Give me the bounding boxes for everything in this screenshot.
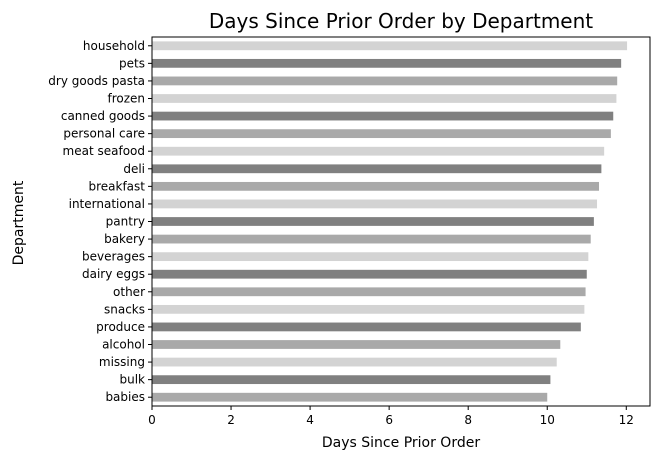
bar-missing bbox=[152, 357, 557, 367]
y-tick-label: snacks bbox=[104, 302, 145, 316]
bar-bakery bbox=[152, 234, 591, 244]
y-tick-label: beverages bbox=[82, 250, 145, 264]
bar-frozen bbox=[152, 94, 617, 103]
bar-personal-care bbox=[152, 129, 611, 139]
y-tick-label: dairy eggs bbox=[82, 267, 145, 281]
x-axis-ticks: 0 2 4 6 8 10 12 bbox=[148, 406, 634, 427]
bar-international bbox=[152, 199, 598, 209]
bar-babies bbox=[152, 392, 548, 402]
bar-produce bbox=[152, 322, 581, 332]
x-axis-title: Days Since Prior Order bbox=[322, 435, 480, 451]
bar-deli bbox=[152, 164, 602, 174]
y-tick-label: personal care bbox=[63, 127, 145, 141]
y-tick-label: household bbox=[83, 39, 145, 53]
x-tick-label: 8 bbox=[464, 413, 472, 427]
y-tick-label: frozen bbox=[107, 92, 145, 106]
y-tick-label: bulk bbox=[119, 373, 145, 387]
bar-dry-goods-pasta bbox=[152, 76, 618, 86]
plot-frame bbox=[151, 36, 651, 407]
bar-breakfast bbox=[152, 181, 600, 191]
bar-household bbox=[152, 41, 628, 51]
y-axis-ticks: household pets dry goods pasta frozen canned… bbox=[48, 39, 152, 404]
bar-dairy-eggs bbox=[152, 269, 587, 279]
x-tick-label: 0 bbox=[148, 413, 156, 427]
x-tick-label: 6 bbox=[385, 413, 393, 427]
bar-canned-goods bbox=[152, 111, 614, 121]
bar-beverages bbox=[152, 252, 589, 262]
x-tick-label: 12 bbox=[619, 413, 634, 427]
bar-bulk bbox=[152, 375, 551, 385]
x-tick-label: 2 bbox=[227, 413, 235, 427]
y-tick-label: pantry bbox=[106, 215, 145, 229]
y-tick-label: meat seafood bbox=[63, 144, 145, 158]
bar-meat-seafood bbox=[152, 146, 605, 156]
bar-snacks bbox=[152, 304, 585, 314]
bars-group bbox=[152, 41, 628, 402]
y-tick-label: other bbox=[113, 285, 145, 299]
y-tick-label: babies bbox=[105, 390, 145, 404]
y-tick-label: breakfast bbox=[88, 179, 145, 193]
y-tick-label: missing bbox=[99, 355, 145, 369]
bar-other bbox=[152, 287, 586, 297]
x-tick-label: 10 bbox=[540, 413, 555, 427]
y-axis-title: Department bbox=[11, 180, 27, 265]
y-tick-label: alcohol bbox=[102, 338, 145, 352]
y-tick-label: pets bbox=[119, 56, 145, 70]
y-tick-label: deli bbox=[123, 162, 145, 176]
bar-alcohol bbox=[152, 340, 561, 349]
y-tick-label: produce bbox=[96, 320, 145, 334]
y-tick-label: canned goods bbox=[61, 109, 145, 123]
y-tick-label: dry goods pasta bbox=[48, 74, 145, 88]
bar-pets bbox=[152, 58, 622, 68]
y-tick-label: bakery bbox=[104, 232, 145, 246]
x-tick-label: 4 bbox=[306, 413, 314, 427]
bar-pantry bbox=[152, 217, 594, 226]
chart-title: Days Since Prior Order by Department bbox=[209, 9, 593, 33]
y-tick-label: international bbox=[69, 197, 145, 211]
